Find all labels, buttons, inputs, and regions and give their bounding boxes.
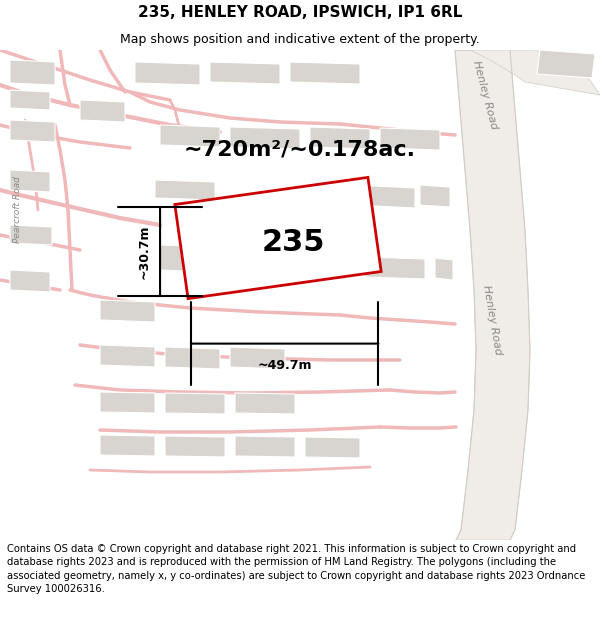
Polygon shape: [160, 245, 215, 272]
Polygon shape: [175, 177, 381, 299]
Polygon shape: [456, 50, 600, 95]
Polygon shape: [10, 90, 50, 110]
Polygon shape: [10, 170, 50, 192]
Polygon shape: [537, 50, 595, 78]
Text: Contains OS data © Crown copyright and database right 2021. This information is : Contains OS data © Crown copyright and d…: [7, 544, 586, 594]
Polygon shape: [100, 435, 155, 456]
Polygon shape: [235, 393, 295, 414]
Text: ~720m²/~0.178ac.: ~720m²/~0.178ac.: [184, 140, 416, 160]
Polygon shape: [155, 180, 215, 200]
Polygon shape: [230, 127, 300, 149]
Text: ~49.7m: ~49.7m: [257, 359, 312, 372]
Polygon shape: [100, 300, 155, 322]
Polygon shape: [165, 436, 225, 457]
Polygon shape: [10, 60, 55, 85]
Polygon shape: [420, 185, 450, 207]
Polygon shape: [290, 62, 360, 84]
Polygon shape: [235, 436, 295, 457]
Text: 235, HENLEY ROAD, IPSWICH, IP1 6RL: 235, HENLEY ROAD, IPSWICH, IP1 6RL: [138, 5, 462, 20]
Polygon shape: [10, 270, 50, 292]
Text: Map shows position and indicative extent of the property.: Map shows position and indicative extent…: [120, 34, 480, 46]
Polygon shape: [210, 62, 280, 84]
Polygon shape: [230, 347, 285, 369]
Polygon shape: [295, 255, 355, 277]
Polygon shape: [365, 257, 425, 279]
Polygon shape: [355, 185, 415, 208]
Polygon shape: [100, 345, 155, 367]
Text: Henley Road: Henley Road: [471, 59, 499, 131]
Text: 235: 235: [261, 229, 325, 258]
Polygon shape: [10, 225, 52, 245]
Polygon shape: [80, 100, 125, 122]
Polygon shape: [135, 62, 200, 85]
Polygon shape: [455, 50, 530, 540]
Polygon shape: [225, 250, 285, 272]
Polygon shape: [435, 258, 453, 280]
Polygon shape: [165, 347, 220, 369]
Polygon shape: [305, 437, 360, 458]
Polygon shape: [160, 125, 220, 147]
Polygon shape: [380, 128, 440, 150]
Polygon shape: [100, 392, 155, 413]
Polygon shape: [310, 127, 370, 149]
Polygon shape: [10, 120, 55, 142]
Text: Henley Road: Henley Road: [481, 284, 503, 356]
Text: ~30.7m: ~30.7m: [137, 224, 151, 279]
Polygon shape: [165, 393, 225, 414]
Text: Pearcroft Road: Pearcroft Road: [13, 176, 23, 243]
